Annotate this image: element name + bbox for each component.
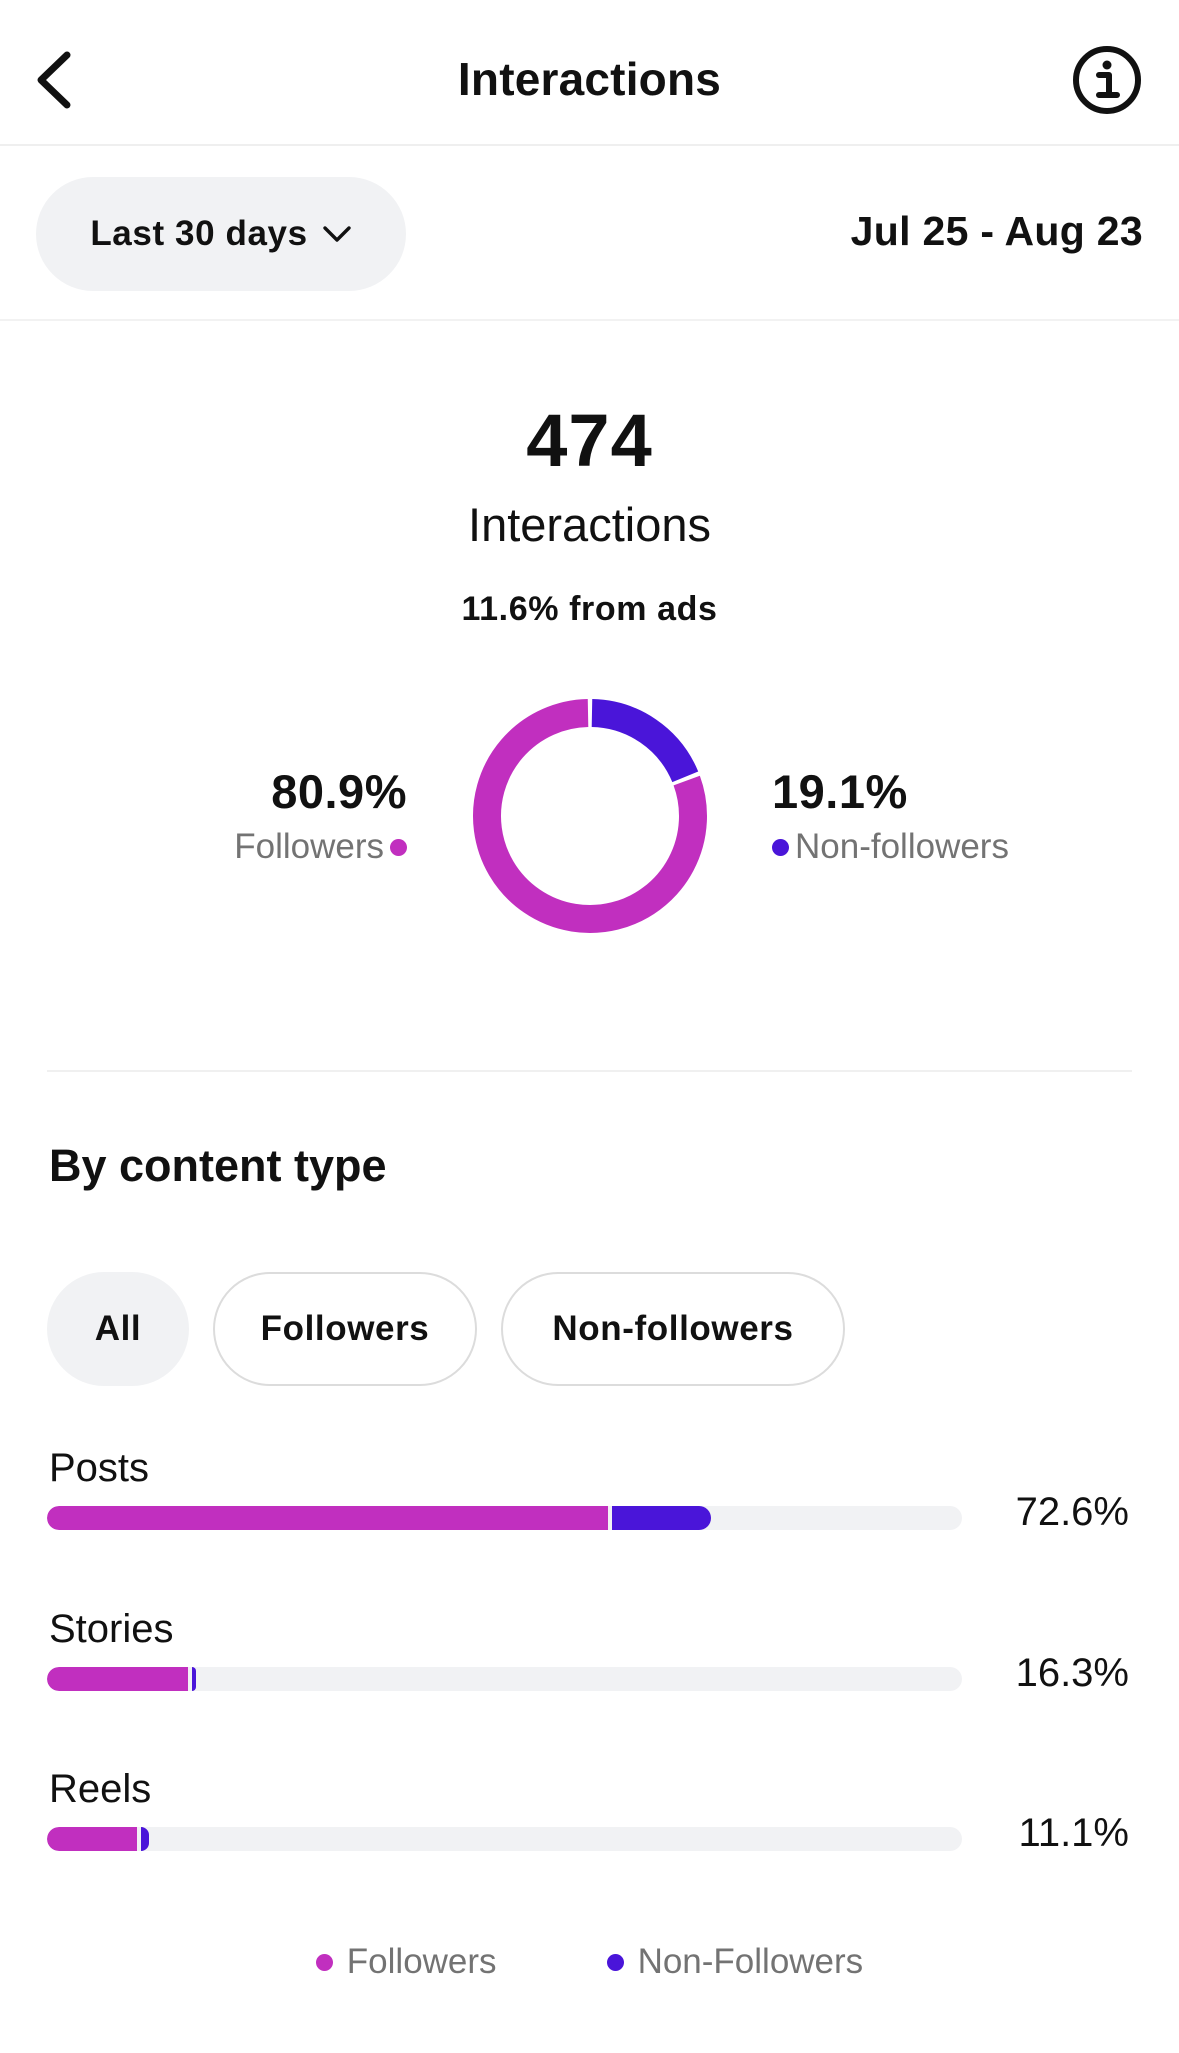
non-followers-label: Non-followers: [795, 827, 1009, 866]
content-bar-track: [47, 1506, 962, 1530]
followers-bar-segment: [47, 1506, 608, 1530]
page-title: Interactions: [457, 53, 722, 105]
date-range-dropdown[interactable]: Last 30 days: [36, 177, 406, 291]
content-bar-track: [47, 1827, 962, 1851]
info-icon: [1073, 46, 1141, 114]
non-followers-arc: [591, 699, 699, 783]
legend-non-followers: Non-Followers: [606, 1942, 864, 1982]
chevron-left-icon: [37, 51, 71, 109]
followers-dot-icon: [390, 838, 407, 856]
content-row-stories: Stories 16.3%: [0, 1607, 1179, 1727]
legend-followers: Followers: [315, 1942, 497, 1982]
date-range-label: Last 30 days: [90, 214, 308, 253]
followers-stat: 80.9% Followers: [234, 764, 407, 867]
chip-non-followers[interactable]: Non-followers: [501, 1272, 845, 1386]
content-type-percent: 72.6%: [1015, 1490, 1129, 1534]
followers-label: Followers: [234, 827, 384, 866]
chevron-down-icon: [322, 226, 351, 242]
content-bar-track: [47, 1667, 962, 1691]
non-followers-bar-segment: [191, 1667, 197, 1691]
chip-all[interactable]: All: [47, 1272, 189, 1386]
legend-label: Non-Followers: [637, 1942, 864, 1981]
non-followers-bar-segment: [611, 1506, 712, 1530]
content-type-title: By content type: [49, 1140, 387, 1191]
top-bar: Interactions: [0, 0, 1179, 146]
non-followers-stat: 19.1% Non-followers: [772, 764, 1009, 867]
content-type-name: Posts: [49, 1446, 150, 1490]
followers-bar-segment: [47, 1827, 137, 1851]
chip-followers[interactable]: Followers: [213, 1272, 477, 1386]
bar-legend: Followers Non-Followers: [0, 1942, 1179, 1982]
audience-filter-chips: All Followers Non-followers: [47, 1272, 845, 1386]
legend-label: Followers: [346, 1942, 497, 1981]
content-type-percent: 16.3%: [1015, 1651, 1129, 1695]
non-followers-percent: 19.1%: [772, 765, 908, 818]
followers-arc: [473, 699, 707, 933]
content-row-posts: Posts 72.6%: [0, 1446, 1179, 1566]
interactions-total-label: Interactions: [468, 498, 711, 551]
date-range-text: Jul 25 - Aug 23: [850, 208, 1143, 254]
non-followers-dot-icon: [606, 1953, 624, 1971]
content-type-name: Reels: [49, 1767, 152, 1811]
non-followers-dot-icon: [772, 838, 789, 856]
followers-bar-segment: [47, 1667, 188, 1691]
followers-dot-icon: [315, 1953, 333, 1971]
ads-share-text: 11.6% from ads: [461, 590, 718, 628]
interactions-total: 474: [526, 399, 653, 482]
section-divider: [47, 1070, 1132, 1072]
audience-donut-chart: [473, 699, 707, 933]
info-button[interactable]: [1067, 40, 1147, 120]
content-type-name: Stories: [49, 1607, 174, 1651]
filter-bar: Last 30 days Jul 25 - Aug 23: [0, 146, 1179, 321]
content-type-percent: 11.1%: [1018, 1811, 1129, 1855]
content-row-reels: Reels 11.1%: [0, 1767, 1179, 1887]
back-button[interactable]: [18, 40, 88, 120]
non-followers-bar-segment: [140, 1827, 149, 1851]
followers-percent: 80.9%: [271, 765, 407, 818]
